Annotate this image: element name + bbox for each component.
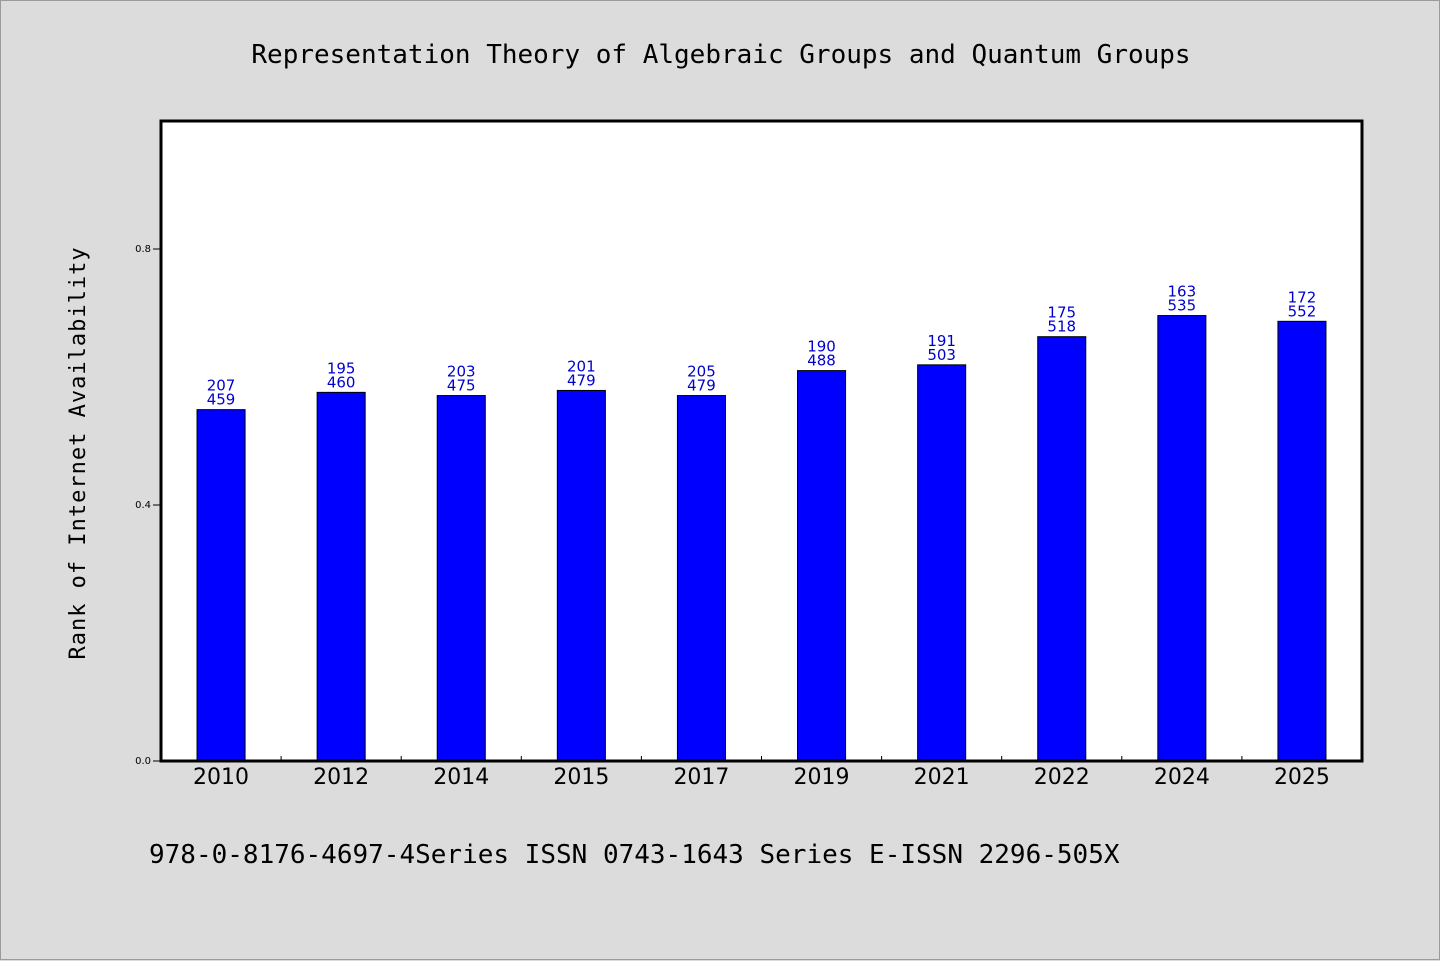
y-tick-label: 0.8 — [135, 244, 151, 255]
data-label-top: 190 — [807, 338, 836, 356]
data-label-top: 175 — [1047, 304, 1076, 322]
y-axis-label: Rank of Internet Availability — [66, 246, 91, 659]
x-tick-label: 2021 — [914, 765, 970, 790]
chart-title: Representation Theory of Algebraic Group… — [251, 40, 1190, 70]
x-tick-label: 2024 — [1154, 765, 1210, 790]
bar-2025 — [1277, 320, 1327, 762]
data-label-top: 203 — [447, 363, 476, 381]
x-tick-label: 2012 — [313, 765, 369, 790]
x-tick-label: 2015 — [553, 765, 609, 790]
data-label-bottom: 479 — [567, 371, 596, 389]
y-tick-label: 0.0 — [135, 756, 151, 767]
y-tick-label: 0.4 — [135, 500, 151, 511]
data-label-bottom: 503 — [927, 346, 956, 364]
data-label-top: 195 — [327, 359, 356, 377]
footnote: 978-0-8176-4697-4Series ISSN 0743-1643 S… — [149, 840, 1120, 870]
data-label-top: 205 — [687, 363, 716, 381]
bars-layer — [196, 315, 1327, 762]
data-label-bottom: 460 — [327, 373, 356, 391]
data-label-top: 191 — [927, 332, 956, 350]
bar-2014 — [436, 395, 486, 762]
data-label-bottom: 552 — [1288, 302, 1317, 320]
data-label-bottom: 459 — [207, 391, 236, 409]
x-tick-label: 2025 — [1274, 765, 1330, 790]
data-label-bottom: 479 — [687, 377, 716, 395]
bar-2021 — [917, 364, 967, 762]
bar-2024 — [1157, 315, 1207, 762]
bar-2017 — [676, 395, 726, 762]
data-label-bottom: 475 — [447, 377, 476, 395]
x-tick-label: 2022 — [1034, 765, 1090, 790]
axes-layer: 2010 2012 2014 2015 2017 2019 2021 2022 2024 2025… — [135, 244, 1330, 790]
bar-2012 — [316, 391, 366, 762]
bar-2019 — [797, 370, 847, 762]
data-label-top: 172 — [1288, 288, 1317, 306]
x-tick-label: 2019 — [794, 765, 850, 790]
data-label-top: 207 — [207, 377, 236, 395]
data-label-bottom: 518 — [1047, 318, 1076, 336]
data-label-bottom: 535 — [1168, 297, 1197, 315]
data-label-top: 201 — [567, 357, 596, 375]
x-tick-label: 2010 — [193, 765, 249, 790]
bar-2022 — [1037, 336, 1087, 762]
data-label-top: 163 — [1168, 283, 1197, 301]
bar-2015 — [556, 389, 606, 762]
data-label-bottom: 488 — [807, 352, 836, 370]
plot-border — [159, 119, 1364, 763]
x-tick-label: 2014 — [433, 765, 489, 790]
bar-2010 — [196, 409, 246, 762]
x-tick-label: 2017 — [673, 765, 729, 790]
